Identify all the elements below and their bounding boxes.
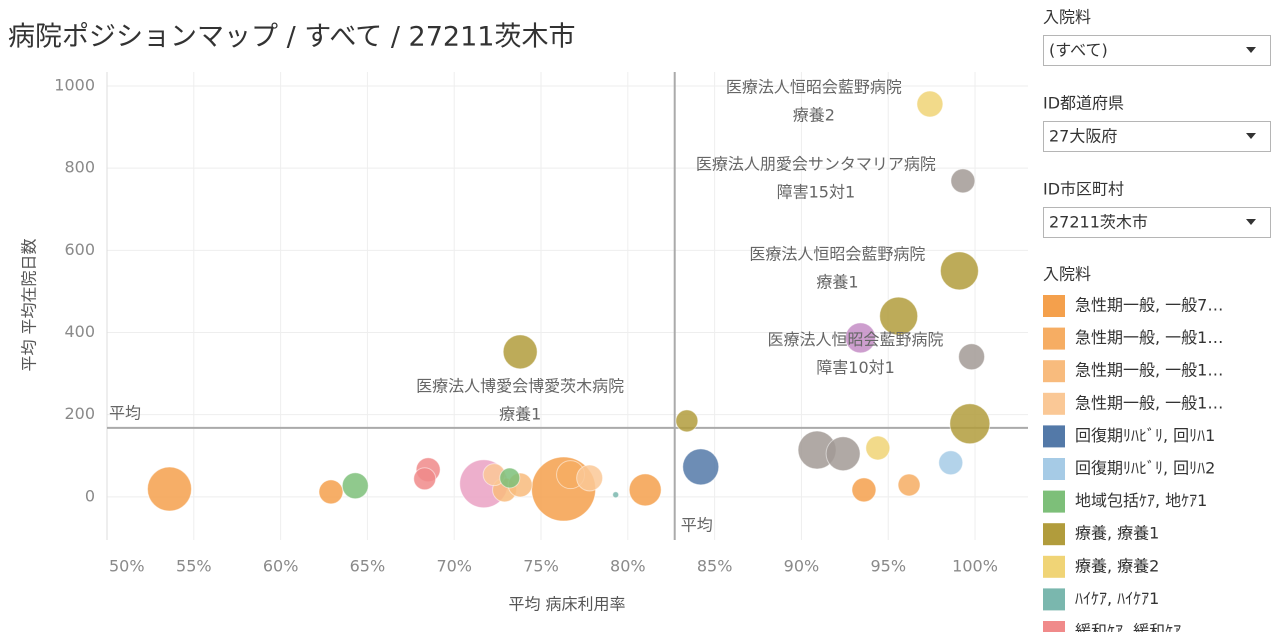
x-tick-label: 75% — [523, 557, 559, 576]
annotation: 療養1 — [816, 272, 858, 291]
y-tick-label: 0 — [85, 486, 95, 505]
legend-label: 療養, 療養2 — [1075, 556, 1159, 575]
legend-label: ﾊｲｹｱ, ﾊｲｹｱ1 — [1075, 589, 1159, 608]
x-tick-label: 90% — [784, 557, 820, 576]
x-axis-title: 平均 病床利用率 — [508, 595, 625, 614]
legend-label: 急性期一般, 一般1… — [1075, 361, 1223, 380]
y-tick-label: 400 — [64, 322, 95, 341]
bubble — [865, 435, 891, 461]
legend-title: 入院料 — [1043, 265, 1091, 284]
x-tick-label: 80% — [610, 557, 646, 576]
legend-swatch — [1043, 425, 1065, 448]
dropdown-box — [1043, 121, 1271, 152]
y-tick-label: 200 — [64, 404, 95, 423]
filter-label: ID市区町村 — [1043, 180, 1124, 199]
bubble — [341, 472, 369, 500]
bubble — [938, 450, 964, 476]
legend-label: 回復期ﾘﾊﾋﾞﾘ, 回ﾘﾊ1 — [1075, 426, 1215, 445]
x-tick-label: 50% — [109, 557, 145, 576]
legend-swatch — [1043, 360, 1065, 383]
legend-label: 療養, 療養1 — [1075, 524, 1159, 543]
bubble — [916, 90, 944, 118]
chart-title: 病院ポジションマップ / すべて / 27211茨木市 — [8, 22, 575, 53]
legend-swatch — [1043, 392, 1065, 415]
bubble — [499, 467, 521, 489]
bubble — [576, 464, 604, 492]
bubble — [950, 168, 976, 194]
x-tick-label: 70% — [436, 557, 472, 576]
annotation: 医療法人恒昭会藍野病院 — [768, 330, 944, 349]
annotation: 療養1 — [499, 404, 541, 423]
bubble — [318, 479, 344, 505]
y-tick-label: 800 — [64, 158, 95, 177]
dropdown-arrow — [1246, 47, 1256, 53]
dropdown-arrow — [1246, 133, 1256, 139]
x-tick-label: 55% — [176, 557, 212, 576]
bubble — [879, 296, 919, 336]
annotation: 医療法人恒昭会藍野病院 — [749, 244, 925, 263]
bubble — [682, 448, 720, 486]
legend-label: 地域包括ｹｱ, 地ｹｱ1 — [1075, 491, 1207, 510]
annotation: 医療法人恒昭会藍野病院 — [726, 78, 902, 97]
legend-swatch — [1043, 588, 1065, 611]
bubble — [897, 473, 921, 497]
legend-swatch — [1043, 458, 1065, 480]
annotation: 療養2 — [793, 106, 835, 125]
legend-swatch — [1043, 327, 1065, 350]
reference-label: 平均 — [109, 403, 141, 422]
filter-label: ID都道府県 — [1043, 94, 1124, 113]
annotation: 医療法人朋愛会サンタマリア病院 — [696, 154, 936, 173]
filter-dropdown[interactable]: 27大阪府 — [1043, 121, 1271, 152]
bubble — [502, 334, 538, 370]
dropdown-value: 27大阪府 — [1049, 127, 1117, 146]
legend-swatch — [1043, 295, 1065, 317]
dropdown-box — [1043, 35, 1271, 66]
filter-label: 入院料 — [1043, 8, 1091, 27]
dropdown-arrow — [1246, 219, 1256, 225]
y-axis-title: 平均 平均在院日数 — [20, 238, 39, 371]
filter-dropdown[interactable]: 27211茨木市 — [1043, 207, 1271, 238]
annotation: 障害10対1 — [816, 358, 895, 377]
x-tick-label: 65% — [350, 557, 386, 576]
legend-label: 急性期一般, 一般7… — [1075, 296, 1223, 315]
bubble — [844, 322, 876, 354]
bubble — [146, 466, 192, 512]
x-tick-label: 85% — [697, 557, 733, 576]
legend-swatch — [1043, 490, 1065, 513]
legend-label: 緩和ｹｱ, 緩和ｹｱ — [1075, 622, 1181, 633]
legend-swatch — [1043, 523, 1065, 546]
legend-swatch — [1043, 555, 1065, 578]
annotation: 障害15対1 — [777, 182, 856, 201]
filter-dropdown[interactable]: (すべて) — [1043, 35, 1271, 66]
bubble — [851, 477, 877, 503]
dropdown-value: 27211茨木市 — [1049, 213, 1148, 232]
legend-swatch — [1043, 621, 1065, 636]
dropdown-box — [1043, 207, 1271, 238]
bubble — [958, 343, 986, 371]
bubble — [949, 403, 991, 445]
x-tick-label: 60% — [263, 557, 299, 576]
legend-label: 回復期ﾘﾊﾋﾞﾘ, 回ﾘﾊ2 — [1075, 459, 1215, 478]
bubble — [675, 409, 699, 433]
bubble — [413, 467, 437, 491]
x-tick-label: 95% — [870, 557, 906, 576]
y-tick-label: 600 — [64, 240, 95, 259]
reference-label: 平均 — [681, 516, 713, 535]
dropdown-value: (すべて) — [1049, 41, 1108, 60]
bubble — [939, 251, 979, 291]
bubble — [825, 436, 861, 472]
bubble — [612, 491, 620, 499]
legend-label: 急性期一般, 一般1… — [1075, 393, 1223, 412]
x-tick-label: 100% — [952, 557, 998, 576]
y-tick-label: 1000 — [54, 75, 95, 94]
legend-label: 急性期一般, 一般1… — [1075, 328, 1223, 347]
annotation: 医療法人博愛会博愛茨木病院 — [416, 376, 624, 395]
bubble — [628, 473, 662, 507]
